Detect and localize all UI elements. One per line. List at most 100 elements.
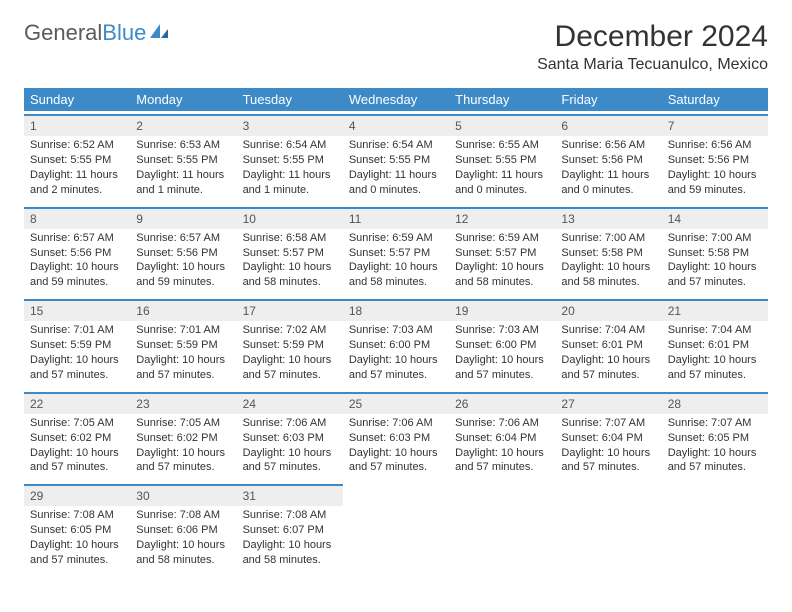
day-number: 23: [130, 392, 236, 414]
calendar-day-cell: 24Sunrise: 7:06 AMSunset: 6:03 PMDayligh…: [237, 389, 343, 482]
sunrise-text: Sunrise: 6:54 AM: [349, 138, 443, 153]
sunrise-text: Sunrise: 7:00 AM: [561, 231, 655, 246]
logo-text-1: General: [24, 20, 102, 46]
day-number: 25: [343, 392, 449, 414]
calendar-day-cell: 13Sunrise: 7:00 AMSunset: 5:58 PMDayligh…: [555, 204, 661, 297]
logo: GeneralBlue: [24, 20, 170, 46]
sunset-text: Sunset: 6:07 PM: [243, 523, 337, 538]
calendar-day-cell: 29Sunrise: 7:08 AMSunset: 6:05 PMDayligh…: [24, 481, 130, 574]
sunset-text: Sunset: 6:00 PM: [349, 338, 443, 353]
title-block: December 2024 Santa Maria Tecuanulco, Me…: [537, 20, 768, 74]
calendar-week-row: 29Sunrise: 7:08 AMSunset: 6:05 PMDayligh…: [24, 481, 768, 574]
calendar-day-cell: [449, 481, 555, 574]
sunset-text: Sunset: 5:59 PM: [30, 338, 124, 353]
day-number: 5: [449, 114, 555, 136]
daylight-text: Daylight: 10 hours and 57 minutes.: [349, 446, 443, 476]
sunrise-text: Sunrise: 6:57 AM: [136, 231, 230, 246]
day-number: 22: [24, 392, 130, 414]
sunset-text: Sunset: 5:56 PM: [561, 153, 655, 168]
calendar-day-cell: 22Sunrise: 7:05 AMSunset: 6:02 PMDayligh…: [24, 389, 130, 482]
day-number: 14: [662, 207, 768, 229]
sunrise-text: Sunrise: 6:56 AM: [668, 138, 762, 153]
sunrise-text: Sunrise: 7:03 AM: [349, 323, 443, 338]
daylight-text: Daylight: 10 hours and 57 minutes.: [243, 353, 337, 383]
calendar-week-row: 15Sunrise: 7:01 AMSunset: 5:59 PMDayligh…: [24, 296, 768, 389]
daylight-text: Daylight: 10 hours and 57 minutes.: [668, 260, 762, 290]
sunrise-text: Sunrise: 7:00 AM: [668, 231, 762, 246]
daylight-text: Daylight: 10 hours and 58 minutes.: [455, 260, 549, 290]
day-number: 16: [130, 299, 236, 321]
daylight-text: Daylight: 10 hours and 57 minutes.: [668, 353, 762, 383]
sunset-text: Sunset: 5:57 PM: [349, 246, 443, 261]
sunset-text: Sunset: 6:05 PM: [30, 523, 124, 538]
calendar-day-cell: 7Sunrise: 6:56 AMSunset: 5:56 PMDaylight…: [662, 111, 768, 204]
day-number: 29: [24, 484, 130, 506]
sunrise-text: Sunrise: 6:56 AM: [561, 138, 655, 153]
sunrise-text: Sunrise: 7:05 AM: [136, 416, 230, 431]
location: Santa Maria Tecuanulco, Mexico: [537, 56, 768, 74]
day-number: 11: [343, 207, 449, 229]
logo-text-2: Blue: [102, 20, 146, 46]
sunset-text: Sunset: 5:55 PM: [243, 153, 337, 168]
calendar-day-cell: 14Sunrise: 7:00 AMSunset: 5:58 PMDayligh…: [662, 204, 768, 297]
sunrise-text: Sunrise: 6:55 AM: [455, 138, 549, 153]
calendar-day-cell: 26Sunrise: 7:06 AMSunset: 6:04 PMDayligh…: [449, 389, 555, 482]
sunrise-text: Sunrise: 7:01 AM: [30, 323, 124, 338]
day-number: 2: [130, 114, 236, 136]
sunset-text: Sunset: 6:04 PM: [455, 431, 549, 446]
sunset-text: Sunset: 5:56 PM: [30, 246, 124, 261]
calendar-day-cell: [662, 481, 768, 574]
month-title: December 2024: [537, 20, 768, 54]
daylight-text: Daylight: 11 hours and 0 minutes.: [561, 168, 655, 198]
day-number: 10: [237, 207, 343, 229]
calendar-day-cell: 11Sunrise: 6:59 AMSunset: 5:57 PMDayligh…: [343, 204, 449, 297]
daylight-text: Daylight: 10 hours and 57 minutes.: [668, 446, 762, 476]
daylight-text: Daylight: 11 hours and 1 minute.: [136, 168, 230, 198]
calendar-day-cell: 19Sunrise: 7:03 AMSunset: 6:00 PMDayligh…: [449, 296, 555, 389]
calendar-week-row: 22Sunrise: 7:05 AMSunset: 6:02 PMDayligh…: [24, 389, 768, 482]
day-number: 6: [555, 114, 661, 136]
sunrise-text: Sunrise: 6:52 AM: [30, 138, 124, 153]
calendar-day-cell: [343, 481, 449, 574]
calendar-day-cell: 23Sunrise: 7:05 AMSunset: 6:02 PMDayligh…: [130, 389, 236, 482]
sunrise-text: Sunrise: 7:07 AM: [668, 416, 762, 431]
sunset-text: Sunset: 5:55 PM: [136, 153, 230, 168]
sunset-text: Sunset: 5:56 PM: [668, 153, 762, 168]
sunset-text: Sunset: 5:59 PM: [243, 338, 337, 353]
sunset-text: Sunset: 5:55 PM: [349, 153, 443, 168]
day-number: 21: [662, 299, 768, 321]
calendar-day-cell: 21Sunrise: 7:04 AMSunset: 6:01 PMDayligh…: [662, 296, 768, 389]
weekday-header: Thursday: [449, 88, 555, 111]
sunset-text: Sunset: 5:59 PM: [136, 338, 230, 353]
daylight-text: Daylight: 10 hours and 57 minutes.: [455, 353, 549, 383]
sunrise-text: Sunrise: 6:54 AM: [243, 138, 337, 153]
day-number: 1: [24, 114, 130, 136]
weekday-header: Saturday: [662, 88, 768, 111]
calendar-day-cell: 1Sunrise: 6:52 AMSunset: 5:55 PMDaylight…: [24, 111, 130, 204]
sunrise-text: Sunrise: 6:58 AM: [243, 231, 337, 246]
calendar-day-cell: 3Sunrise: 6:54 AMSunset: 5:55 PMDaylight…: [237, 111, 343, 204]
sunset-text: Sunset: 6:01 PM: [668, 338, 762, 353]
calendar-day-cell: 17Sunrise: 7:02 AMSunset: 5:59 PMDayligh…: [237, 296, 343, 389]
header: GeneralBlue December 2024 Santa Maria Te…: [24, 20, 768, 74]
day-number: 9: [130, 207, 236, 229]
calendar-day-cell: 4Sunrise: 6:54 AMSunset: 5:55 PMDaylight…: [343, 111, 449, 204]
weekday-header: Monday: [130, 88, 236, 111]
sunset-text: Sunset: 6:02 PM: [30, 431, 124, 446]
daylight-text: Daylight: 10 hours and 57 minutes.: [136, 353, 230, 383]
day-number: 20: [555, 299, 661, 321]
daylight-text: Daylight: 10 hours and 59 minutes.: [668, 168, 762, 198]
calendar-day-cell: 9Sunrise: 6:57 AMSunset: 5:56 PMDaylight…: [130, 204, 236, 297]
sunrise-text: Sunrise: 7:05 AM: [30, 416, 124, 431]
weekday-header: Tuesday: [237, 88, 343, 111]
sunrise-text: Sunrise: 7:08 AM: [243, 508, 337, 523]
sunset-text: Sunset: 6:06 PM: [136, 523, 230, 538]
day-number: 12: [449, 207, 555, 229]
day-number: 19: [449, 299, 555, 321]
sunset-text: Sunset: 5:55 PM: [30, 153, 124, 168]
sunrise-text: Sunrise: 6:59 AM: [349, 231, 443, 246]
day-number: 31: [237, 484, 343, 506]
sunset-text: Sunset: 5:56 PM: [136, 246, 230, 261]
sunrise-text: Sunrise: 7:01 AM: [136, 323, 230, 338]
calendar-day-cell: 18Sunrise: 7:03 AMSunset: 6:00 PMDayligh…: [343, 296, 449, 389]
